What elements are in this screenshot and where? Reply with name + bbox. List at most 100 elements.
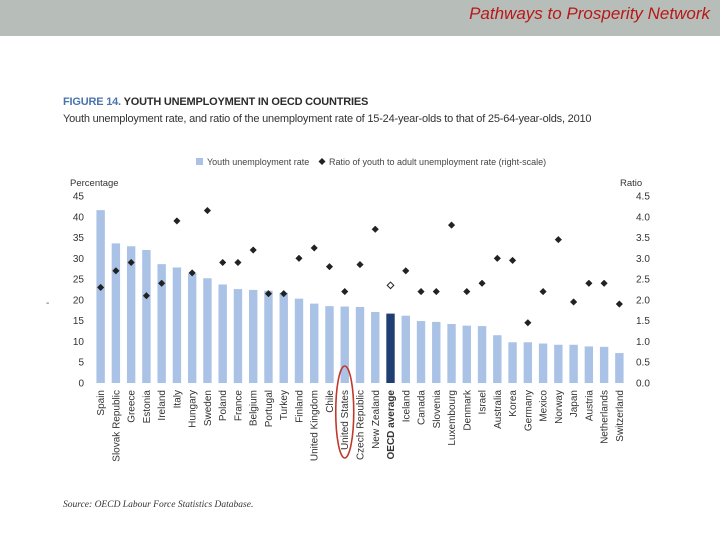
bar (538, 343, 548, 383)
header-bar: Pathways to Prosperity Network (0, 0, 720, 36)
bars (96, 210, 624, 383)
category-label: Norway (554, 390, 565, 424)
bar (310, 303, 319, 383)
category-label: Mexico (539, 390, 550, 422)
y-tick-left: 45 (73, 192, 85, 203)
bar (294, 298, 304, 383)
category-label: Ireland (157, 390, 168, 421)
ratio-marker (539, 287, 547, 296)
y-tick-left: 15 (73, 316, 85, 327)
ratio-marker (295, 254, 303, 262)
ratio-marker (203, 206, 212, 215)
category-label: Sweden (203, 390, 214, 426)
y-tick-left: 20 (73, 295, 85, 306)
bar (203, 278, 212, 383)
category-label: France (233, 390, 244, 422)
legend-swatch-bar (196, 158, 203, 165)
category-label: Australia (493, 390, 504, 429)
bar (172, 267, 182, 383)
category-label: Slovak Republic (111, 390, 122, 462)
y-tick-left: 5 (78, 358, 84, 369)
ratio-marker (158, 279, 166, 287)
category-label: Germany (523, 390, 534, 431)
y-axis-label-right: Ratio (620, 178, 642, 189)
category-label: Hungary (188, 390, 199, 428)
circled-category-marker (334, 365, 355, 459)
ratio-marker (325, 262, 334, 271)
y-tick-left: 10 (73, 337, 85, 348)
y-tick-left: 35 (73, 233, 85, 244)
y-ticks-left: 0 5 10 15 20 25 30 35 40 45 (73, 192, 85, 390)
category-label: Iceland (401, 390, 412, 422)
category-label: Poland (218, 390, 229, 421)
bar (523, 342, 533, 383)
ratio-marker (432, 287, 440, 296)
bar (142, 250, 151, 383)
category-label: Denmark (462, 389, 473, 431)
ratio-marker (402, 267, 410, 275)
y-ticks-right: 0.0 0.5 1.0 1.5 2.0 2.5 3.0 3.5 4.0 4.5 (636, 192, 650, 390)
legend-label-bar: Youth unemployment rate (207, 157, 309, 167)
source-note: Source: OECD Labour Force Statistics Dat… (63, 500, 254, 510)
ratio-marker (173, 217, 181, 225)
y-tick-right: 1.0 (636, 337, 650, 348)
ratio-marker (234, 258, 242, 267)
category-label: Netherlands (600, 390, 611, 444)
bar (584, 346, 594, 383)
figure-subtitle: Youth unemployment rate, and ratio of th… (63, 113, 592, 125)
ratio-markers (96, 206, 624, 327)
bar (233, 289, 243, 383)
ratio-marker (386, 281, 395, 290)
category-label: Estonia (142, 390, 153, 424)
y-tick-right: 0.5 (636, 358, 650, 369)
category-label: OECD average (386, 390, 397, 460)
figure-label: FIGURE 14. (63, 96, 121, 108)
y-tick-right: 4.0 (636, 212, 650, 223)
bar (264, 290, 273, 383)
bar (279, 292, 288, 383)
ratio-marker (508, 256, 517, 265)
bar (508, 342, 517, 383)
ratio-marker (447, 221, 456, 229)
bar (462, 325, 471, 383)
ratio-marker (249, 246, 257, 254)
bar (126, 246, 136, 383)
bar (111, 243, 121, 383)
legend-swatch-marker (318, 158, 326, 165)
category-label: Greece (127, 390, 138, 423)
category-label: United States (340, 390, 351, 450)
y-tick-left: 30 (73, 254, 85, 265)
y-tick-right: 3.5 (636, 233, 650, 244)
ratio-marker (585, 279, 593, 287)
y-tick-right: 0.0 (636, 379, 650, 390)
category-label: Portugal (264, 390, 275, 427)
bar (187, 273, 197, 383)
bar (371, 311, 380, 383)
bar (401, 315, 410, 383)
category-label: Turkey (279, 390, 290, 420)
bar (249, 289, 258, 383)
ratio-marker (341, 287, 349, 296)
category-label: Canada (417, 390, 428, 425)
y-axis-label: Percentage (70, 178, 119, 189)
category-label: United Kingdom (310, 390, 321, 461)
category-label: Czech Republic (356, 390, 367, 460)
bar (432, 321, 441, 383)
bar (325, 306, 334, 383)
category-label: Switzerland (615, 390, 626, 442)
bar (416, 321, 426, 383)
ratio-marker (371, 225, 379, 233)
ratio-marker (417, 287, 425, 296)
category-label: Chile (325, 390, 336, 413)
ratio-marker (219, 258, 227, 267)
ratio-marker (600, 279, 608, 287)
y-tick-left: 25 (73, 275, 85, 286)
y-tick-left: 0 (78, 379, 84, 390)
ratio-marker (264, 290, 273, 298)
ratio-marker (463, 287, 471, 296)
ratio-marker (615, 300, 624, 308)
y-tick-left: 40 (73, 212, 85, 223)
category-label: Japan (569, 390, 580, 417)
figure-title: FIGURE 14. YOUTH UNEMPLOYMENT IN OECD CO… (63, 96, 368, 108)
